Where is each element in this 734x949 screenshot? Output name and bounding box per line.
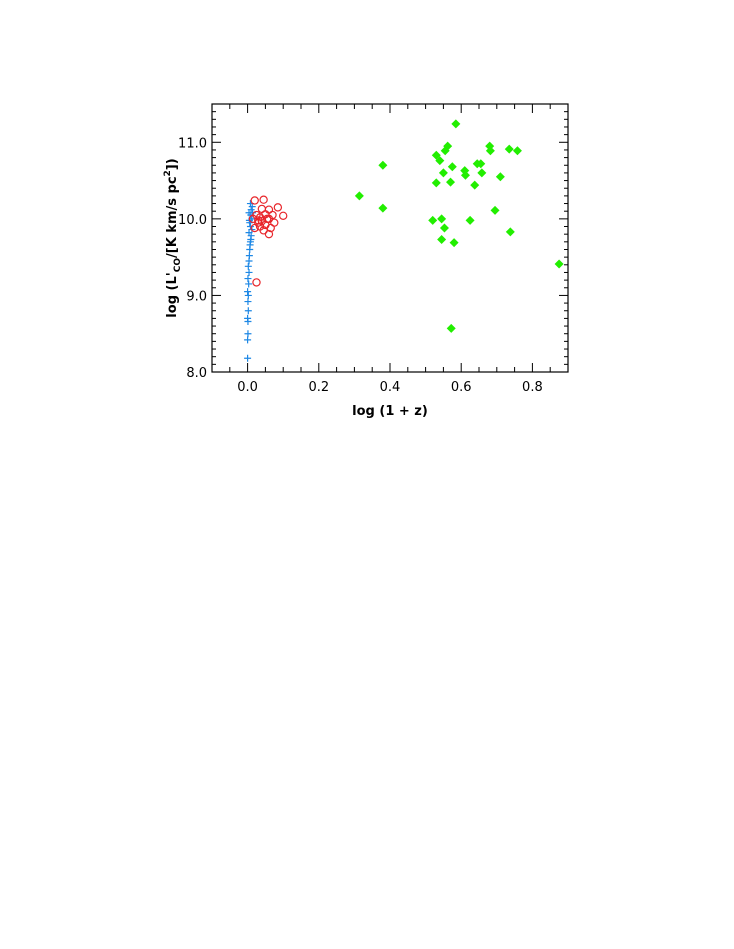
y-axis-label-suffix: ]) — [165, 158, 180, 170]
series-plus — [244, 200, 257, 362]
data-point-plus — [244, 291, 252, 299]
y-tick-label: 11.0 — [178, 136, 207, 151]
data-point-plus — [244, 336, 252, 344]
data-point-diamond — [504, 144, 514, 154]
data-point-diamond — [378, 203, 388, 213]
data-point-diamond — [354, 191, 364, 201]
data-point-diamond — [460, 170, 470, 180]
y-tick-label: 10.0 — [178, 213, 207, 228]
data-point-diamond — [443, 141, 453, 151]
data-point-diamond — [378, 160, 388, 170]
data-point-circle — [279, 211, 288, 220]
data-point-diamond — [505, 227, 515, 237]
data-point-plus — [244, 288, 252, 296]
y-tick-labels: 8.0 9.0 10.0 11.0 — [178, 136, 207, 381]
data-point-plus — [246, 223, 254, 231]
data-point-plus — [244, 314, 252, 322]
data-point-plus — [244, 298, 252, 306]
axis-ticks — [211, 103, 569, 373]
data-point-diamond — [437, 235, 447, 245]
data-point-diamond — [438, 168, 448, 178]
data-point-diamond — [449, 238, 459, 248]
data-point-diamond — [439, 223, 449, 233]
data-point-diamond — [476, 159, 486, 169]
data-point-circle — [250, 196, 259, 205]
data-point-plus — [244, 262, 252, 270]
data-point-diamond — [431, 178, 441, 188]
data-point-diamond — [495, 172, 505, 182]
x-tick-label: 0.2 — [308, 380, 329, 395]
data-point-diamond — [554, 259, 564, 269]
y-tick-label: 9.0 — [186, 289, 207, 304]
data-point-plus — [244, 275, 252, 283]
x-axis-label: log (1 + z) — [352, 404, 428, 419]
x-tick-label: 0.4 — [380, 380, 401, 395]
y-axis-label-sup: 2 — [163, 170, 173, 176]
series-circle-open — [248, 195, 288, 287]
data-point-circle — [264, 229, 274, 239]
data-point-diamond — [435, 156, 445, 166]
x-tick-label: 0.6 — [451, 380, 472, 395]
data-point-diamond — [477, 168, 487, 178]
data-point-plus — [244, 354, 252, 362]
data-point-plus — [245, 209, 253, 217]
data-point-plus — [244, 330, 252, 338]
data-point-circle — [273, 203, 283, 212]
data-point-plus — [245, 268, 253, 276]
y-tick-label: 8.0 — [186, 366, 207, 381]
data-point-plus — [244, 307, 252, 315]
y-axis-label: log (L'CO/[K km/s pc2]) — [163, 158, 183, 317]
data-point-circle — [270, 218, 279, 227]
data-point-diamond — [485, 146, 495, 156]
data-point-circle — [264, 214, 274, 224]
data-point-diamond — [447, 162, 457, 172]
data-point-plus — [245, 280, 253, 288]
x-tick-label: 0.0 — [237, 380, 258, 395]
data-point-plus — [245, 252, 253, 260]
data-point-diamond — [437, 214, 447, 224]
data-point-diamond — [446, 177, 456, 187]
y-axis-label-middle: /[K km/s pc — [165, 176, 180, 258]
data-point-diamond — [512, 146, 522, 156]
x-tick-labels: 0.0 0.2 0.4 0.6 0.8 — [237, 380, 542, 395]
series-diamond-filled — [354, 119, 564, 333]
data-point-circle — [248, 214, 258, 224]
data-point-diamond — [428, 215, 438, 225]
y-axis-label-sub: CO — [173, 258, 183, 273]
data-point-diamond — [470, 180, 480, 190]
x-tick-label: 0.8 — [522, 380, 543, 395]
data-point-circle — [259, 226, 268, 235]
data-point-circle — [259, 195, 268, 204]
data-point-diamond — [490, 205, 500, 215]
data-point-diamond — [465, 215, 475, 225]
data-point-diamond — [446, 323, 456, 333]
plot-frame — [211, 103, 569, 373]
data-point-circle — [254, 218, 263, 227]
data-point-circle — [252, 278, 261, 287]
y-axis-label-prefix: log (L' — [165, 272, 180, 317]
data-points — [244, 119, 564, 362]
data-point-diamond — [451, 119, 461, 129]
